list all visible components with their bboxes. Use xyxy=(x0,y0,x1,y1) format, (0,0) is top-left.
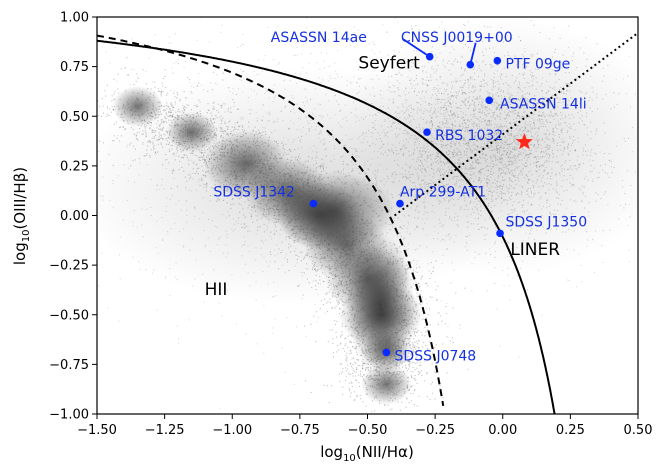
region-labels: Seyfert LINER HII xyxy=(205,54,561,300)
y-tick-label: −1.00 xyxy=(49,408,89,423)
x-tick-label: −0.50 xyxy=(348,423,388,438)
axes: −1.50 −1.25 −1.00 −0.75 −0.50 −0.25 0.00 0.25 0.… xyxy=(49,11,652,439)
y-tick-label: −0.75 xyxy=(49,358,89,373)
kewley-curve xyxy=(97,39,556,414)
region-label: Seyfert xyxy=(358,54,420,74)
region-label: HII xyxy=(205,280,228,300)
tde-label: SDSS J1342 xyxy=(213,185,295,201)
density-blob xyxy=(166,111,217,153)
haze xyxy=(332,17,638,276)
density-blob xyxy=(347,234,416,375)
y-tick-label: 0.00 xyxy=(60,209,89,224)
y-tick-label: 0.75 xyxy=(60,60,89,75)
region-label: LINER xyxy=(510,240,560,260)
galaxy-density-cloud xyxy=(97,17,638,413)
tde-point xyxy=(423,128,431,136)
tde-label: PTF 09ge xyxy=(505,57,570,73)
x-tick-label: 0.50 xyxy=(624,423,653,438)
highlight-star xyxy=(515,133,533,150)
y-tick-label: 0.50 xyxy=(60,110,89,125)
density-blob xyxy=(275,171,396,252)
y-tick-label: −0.50 xyxy=(49,308,89,323)
tde-point xyxy=(425,52,434,61)
y-tick-label: 0.25 xyxy=(60,159,89,174)
tde-label: SDSS J1350 xyxy=(505,214,587,230)
tde-point xyxy=(485,96,494,105)
seyfert-liner-line xyxy=(393,32,638,217)
x-tick-label: 0.25 xyxy=(556,423,585,438)
tde-point xyxy=(466,60,475,69)
density-blob xyxy=(112,85,163,127)
tde-point xyxy=(493,56,502,65)
tde-label: SDSS J0748 xyxy=(395,348,477,364)
data-points xyxy=(309,52,533,357)
tde-point xyxy=(396,199,404,208)
tde-label: RBS 1032 xyxy=(435,128,503,144)
tde-label: CNSS J0019+00 xyxy=(401,30,513,46)
kauffmann-curve xyxy=(97,34,445,407)
classification-curves xyxy=(97,32,638,414)
x-tick-label: 0.00 xyxy=(488,423,517,438)
y-tick-label: 1.00 xyxy=(60,11,89,26)
x-tick-label: −1.00 xyxy=(212,423,252,438)
point-labels: ASASSN 14ae CNSS J0019+00 PTF 09ge ASASSN 1… xyxy=(213,30,587,365)
x-tick-label: −0.25 xyxy=(415,423,455,438)
x-axis-label: log10(NII/Hα) xyxy=(320,443,414,464)
x-tick-label: −0.75 xyxy=(280,423,320,438)
y-tick-label: −0.25 xyxy=(49,259,89,274)
tde-label: ASASSN 14li xyxy=(500,96,587,112)
tde-label: Arp 299-AT1 xyxy=(400,185,486,201)
tde-point xyxy=(309,199,318,208)
tde-point xyxy=(496,229,504,238)
tde-point xyxy=(382,348,391,357)
tde-label: ASASSN 14ae xyxy=(271,30,367,46)
x-tick-label: −1.25 xyxy=(145,423,185,438)
y-axis-label: log10(OIII/Hβ) xyxy=(11,167,32,265)
leader-line xyxy=(402,38,431,58)
x-tick-label: −1.50 xyxy=(77,423,117,438)
density-blob xyxy=(361,363,412,405)
